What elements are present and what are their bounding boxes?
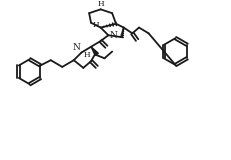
Text: H: H xyxy=(92,21,98,29)
Text: H: H xyxy=(83,51,90,59)
Text: H: H xyxy=(97,0,103,8)
Text: N: N xyxy=(72,43,80,52)
Text: N: N xyxy=(109,31,117,40)
Polygon shape xyxy=(91,47,98,56)
